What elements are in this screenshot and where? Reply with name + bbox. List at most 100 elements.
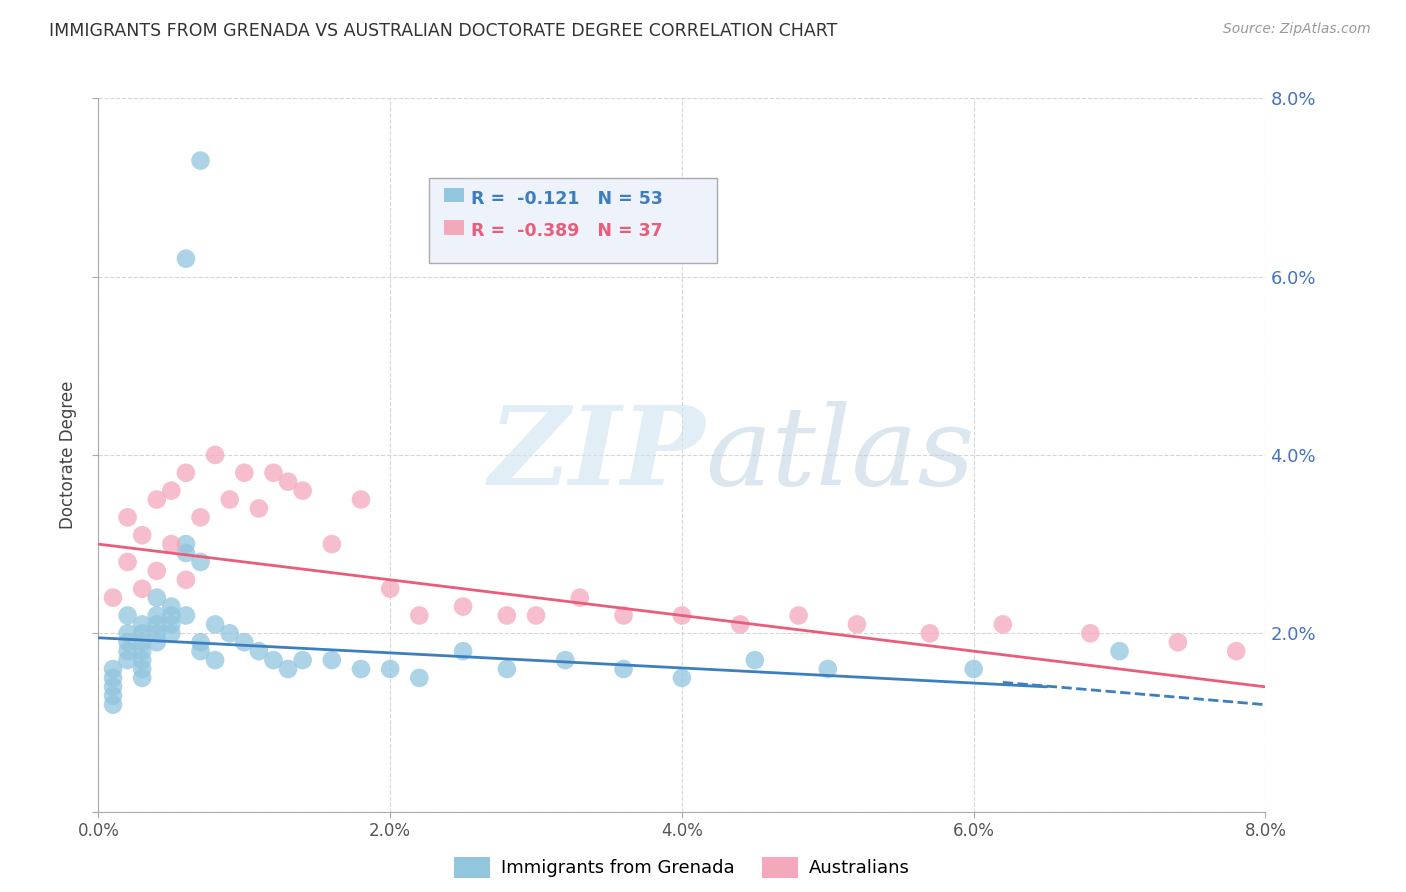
Point — [247, 644, 270, 658]
Text: atlas: atlas — [706, 401, 974, 508]
Point — [277, 475, 299, 489]
Point — [671, 608, 693, 623]
Point — [160, 537, 183, 551]
Point — [321, 537, 343, 551]
Point — [378, 582, 402, 596]
Point — [101, 689, 124, 703]
Point — [291, 483, 314, 498]
Point — [204, 448, 226, 462]
Point — [117, 653, 139, 667]
Point — [131, 617, 153, 632]
Point — [160, 599, 183, 614]
Point — [846, 617, 869, 632]
Point — [496, 608, 519, 623]
Point — [131, 528, 153, 542]
Text: IMMIGRANTS FROM GRENADA VS AUSTRALIAN DOCTORATE DEGREE CORRELATION CHART: IMMIGRANTS FROM GRENADA VS AUSTRALIAN DO… — [49, 22, 838, 40]
Point — [554, 653, 576, 667]
Point — [146, 492, 169, 507]
Point — [160, 626, 183, 640]
Point — [190, 510, 212, 524]
Point — [146, 591, 169, 605]
Point — [612, 662, 634, 676]
Text: ZIP: ZIP — [489, 401, 706, 508]
Point — [671, 671, 693, 685]
Point — [160, 608, 183, 623]
Point — [131, 635, 153, 649]
Point — [612, 608, 634, 623]
Point — [350, 492, 373, 507]
Point — [101, 591, 124, 605]
Point — [174, 573, 197, 587]
Point — [174, 252, 197, 266]
Y-axis label: Doctorate Degree: Doctorate Degree — [59, 381, 77, 529]
Point — [131, 626, 153, 640]
Point — [350, 662, 373, 676]
Point — [1167, 635, 1189, 649]
Point — [262, 653, 284, 667]
Point — [117, 635, 139, 649]
Point — [160, 617, 183, 632]
Point — [524, 608, 547, 623]
Point — [1108, 644, 1130, 658]
Point — [131, 644, 153, 658]
Point — [277, 662, 299, 676]
Point — [117, 644, 139, 658]
Point — [146, 617, 169, 632]
Point — [117, 510, 139, 524]
Point — [291, 653, 314, 667]
Point — [174, 608, 197, 623]
Point — [787, 608, 810, 623]
Point — [131, 582, 153, 596]
Point — [204, 653, 226, 667]
Text: Source: ZipAtlas.com: Source: ZipAtlas.com — [1223, 22, 1371, 37]
Point — [190, 153, 212, 168]
Point — [378, 662, 402, 676]
Point — [117, 608, 139, 623]
Point — [117, 555, 139, 569]
Point — [451, 644, 474, 658]
Point — [131, 653, 153, 667]
Point — [218, 492, 240, 507]
Point — [174, 466, 197, 480]
Point — [131, 671, 153, 685]
Point — [190, 555, 212, 569]
Point — [101, 680, 124, 694]
Point — [160, 483, 183, 498]
Point — [101, 671, 124, 685]
Text: R =  -0.121   N = 53: R = -0.121 N = 53 — [471, 190, 662, 208]
Point — [408, 671, 430, 685]
Point — [247, 501, 270, 516]
Point — [408, 608, 430, 623]
Point — [117, 626, 139, 640]
Point — [174, 537, 197, 551]
Point — [262, 466, 284, 480]
Point — [1080, 626, 1102, 640]
Point — [496, 662, 519, 676]
Point — [728, 617, 751, 632]
Point — [101, 662, 124, 676]
Legend: Immigrants from Grenada, Australians: Immigrants from Grenada, Australians — [447, 849, 917, 885]
Point — [146, 608, 169, 623]
Point — [962, 662, 984, 676]
Point — [146, 564, 169, 578]
Point — [744, 653, 766, 667]
Point — [101, 698, 124, 712]
Point — [1225, 644, 1247, 658]
Point — [817, 662, 839, 676]
Point — [233, 466, 256, 480]
Point — [451, 599, 474, 614]
Point — [233, 635, 256, 649]
Point — [991, 617, 1014, 632]
Point — [321, 653, 343, 667]
Point — [190, 644, 212, 658]
Point — [204, 617, 226, 632]
Point — [146, 626, 169, 640]
Point — [218, 626, 240, 640]
Point — [190, 635, 212, 649]
Point — [174, 546, 197, 560]
Point — [918, 626, 941, 640]
Point — [131, 662, 153, 676]
Point — [146, 635, 169, 649]
Text: R =  -0.389   N = 37: R = -0.389 N = 37 — [471, 222, 662, 240]
Point — [568, 591, 591, 605]
